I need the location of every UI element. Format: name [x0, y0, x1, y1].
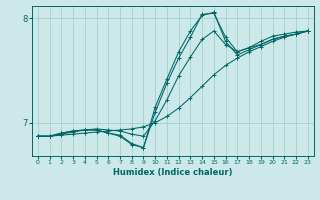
- X-axis label: Humidex (Indice chaleur): Humidex (Indice chaleur): [113, 168, 233, 177]
